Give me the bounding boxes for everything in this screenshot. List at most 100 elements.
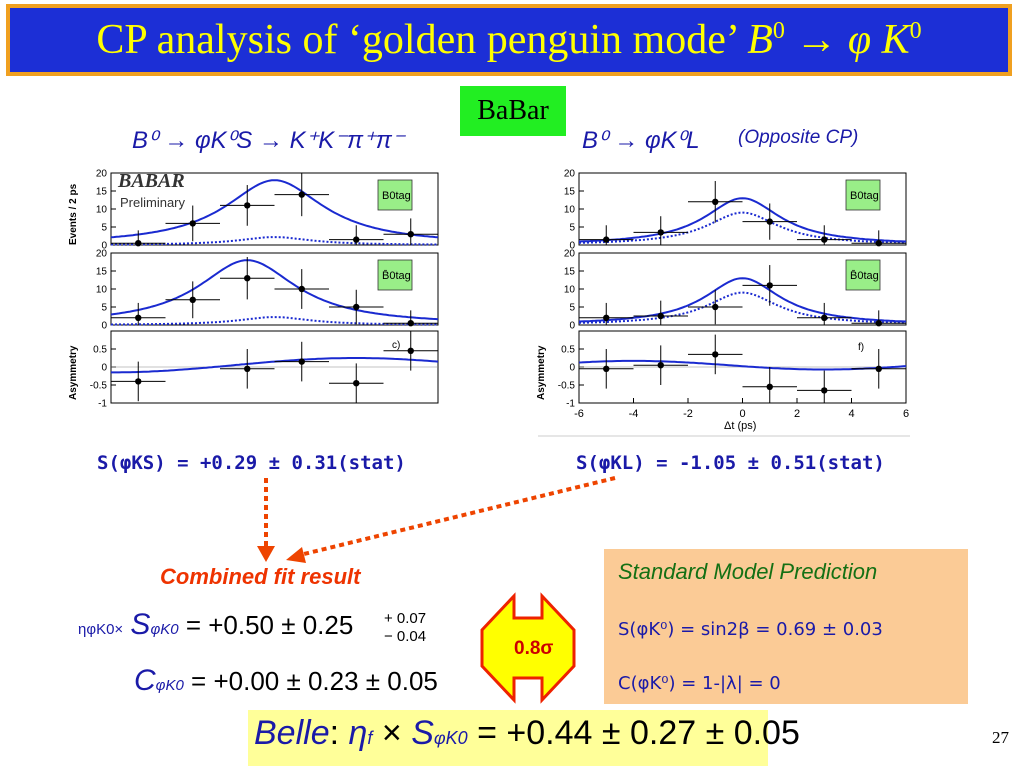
right-ytick-label: 0 [569,241,575,252]
left-ytick-label: 10 [96,285,108,296]
belle-result-box: Belle: ηf × SφK0 = +0.44 ± 0.27 ± 0.05 [248,710,800,766]
s-err-plus: + 0.07 [384,610,427,627]
right-result: S(φKL) = -1.05 ± 0.51(stat) [576,452,885,474]
left-ytick-label: 20 [96,249,108,260]
belle-s: S [411,714,434,752]
preliminary-label: Preliminary [120,195,186,210]
sm-prediction-box: Standard Model Prediction S(φK⁰) = sin2β… [604,549,968,704]
title-bar: CP analysis of ‘golden penguin mode’ B0 … [6,4,1012,76]
s-formula: ηφK0× SφK0 = +0.50 ± 0.25 [78,608,353,642]
left-bkg-curve-0 [111,236,438,246]
left-panel-0-point [298,191,305,198]
title-arrow: → [795,17,838,63]
right-decay-label: B⁰ → φK⁰L [582,127,700,154]
right-ytick-label: -1 [566,399,575,410]
left-panel-0-point [407,231,414,238]
left-ytick-label: 5 [101,223,107,234]
right-dotted-arrow [299,476,616,557]
right-btag-label: B0tag [850,190,879,202]
c-value: = +0.00 ± 0.23 ± 0.05 [191,666,438,696]
left-panel-0-point [135,240,142,247]
left-arrow-head [257,546,275,562]
c-subscript: φK0 [155,677,184,694]
left-btagbar-label: B̄0tag [382,269,411,282]
right-ytick-label: 20 [564,169,576,180]
babar-label: BaBar [460,86,566,136]
panel-c-label: c) [392,340,400,351]
belle-value: = +0.44 ± 0.27 ± 0.05 [477,714,800,752]
slide-title: CP analysis of ‘golden penguin mode’ B0 … [96,16,921,64]
page-number: 27 [992,728,1009,747]
left-ytick-label: 0.5 [93,345,107,356]
left-ytick-label: -1 [98,399,107,410]
right-panel-2-point [712,351,719,358]
right-ytick-label: -0.5 [558,381,576,392]
s-err-minus: − 0.04 [384,628,427,645]
s-symbol: S [130,608,151,641]
left-result: S(φKS) = +0.29 ± 0.31(stat) [97,452,406,474]
right-panel-1-point [603,314,610,321]
left-panel-1-point [298,285,305,293]
right-asym-ylabel: Asymmetry [536,345,547,400]
left-panel-0-point [244,202,251,209]
left-fit-curve-0 [110,179,439,239]
right-ytick-label: 10 [564,285,576,296]
left-bkg-curve-1 [111,316,438,326]
x-axis-label: Δt (ps) [724,420,756,432]
right-panel-1-point [712,303,719,311]
right-bkg-curve-0 [579,211,906,244]
left-decay-label: B⁰ → φK⁰S → K⁺K⁻π⁺π⁻ [132,127,405,154]
belle-label: Belle [254,714,330,752]
right-ytick-label: 5 [569,223,575,234]
title-b-sup: 0 [772,18,785,44]
left-panel-2-point [244,365,251,372]
panel-f-label: f) [858,342,864,353]
c-symbol: C [134,664,156,697]
left-asym-ylabel: Asymmetry [68,345,79,400]
left-fit-curve-1 [110,259,439,321]
right-ytick-label: 0 [569,363,575,374]
right-panel-2-point [766,383,773,390]
left-btagbar-box [377,259,413,291]
left-panel-2-point [353,380,360,387]
right-ytick-label: 10 [564,205,576,216]
right-panel-0-point [712,198,719,205]
right-panel-2-point [821,387,828,394]
right-xtick-label: 4 [848,408,854,420]
c-formula: CφK0 = +0.00 ± 0.23 ± 0.05 [134,664,438,698]
belle-colon: : [329,714,340,752]
title-text: CP analysis of ‘golden penguin mode’ [96,17,737,63]
right-arrow-head [286,547,306,563]
left-ytick-label: 10 [96,205,108,216]
left-panel-2-point [407,347,414,354]
right-ytick-label: 5 [569,303,575,314]
right-panel-1-point [821,314,828,321]
right-xtick-label: 6 [903,408,909,420]
right-panel-1-point [875,320,882,327]
sm-title: Standard Model Prediction [618,559,878,584]
right-panel-0-point [603,236,610,243]
right-panel-0-point [821,236,828,243]
left-plot-content [110,173,439,403]
right-xtick-label: 0 [739,408,745,420]
right-fit-curve-0 [578,197,907,243]
right-ytick-label: 15 [564,267,576,278]
right-panel-2-point [875,365,882,372]
combined-fit-label: Combined fit result [160,564,361,589]
significance-label: 0.8σ [514,638,554,659]
belle-eta: η [348,714,368,752]
significance-double-arrow [480,592,576,704]
right-bkg-curve-1 [579,291,906,324]
right-btagbar-box [845,259,881,291]
right-panel-0-point [875,240,882,247]
right-panel-2-point [603,365,610,372]
left-panel-0-point [189,220,196,227]
left-events-ylabel: Events / 2 ps [68,183,79,245]
left-panel-1-point [189,296,196,303]
left-panel-2-point [298,358,305,365]
left-ytick-label: 0 [101,241,107,252]
